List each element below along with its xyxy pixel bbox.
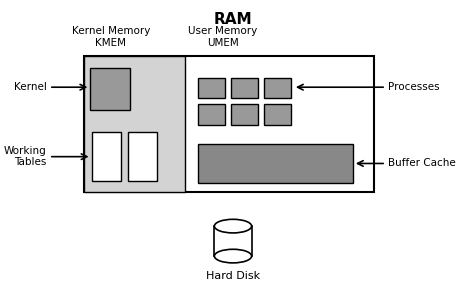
Bar: [127, 132, 157, 181]
Text: User Memory
UMEM: User Memory UMEM: [188, 26, 257, 48]
Bar: [197, 104, 224, 125]
Bar: [263, 104, 290, 125]
Text: Working
Tables: Working Tables: [4, 146, 47, 168]
Text: Kernel: Kernel: [14, 82, 47, 92]
Polygon shape: [214, 226, 251, 256]
Text: Processes: Processes: [387, 82, 439, 92]
Bar: [84, 56, 185, 192]
Bar: [231, 78, 257, 98]
Bar: [91, 132, 121, 181]
Bar: [263, 78, 290, 98]
Ellipse shape: [214, 219, 251, 233]
Bar: [197, 78, 224, 98]
Bar: [90, 68, 129, 110]
Text: Hard Disk: Hard Disk: [206, 271, 259, 281]
Text: Buffer Cache: Buffer Cache: [387, 158, 455, 168]
Bar: [197, 144, 352, 183]
Bar: [84, 56, 373, 192]
Bar: [231, 104, 257, 125]
Ellipse shape: [214, 249, 251, 263]
Text: RAM: RAM: [213, 12, 252, 27]
Text: Kernel Memory
KMEM: Kernel Memory KMEM: [72, 26, 150, 48]
